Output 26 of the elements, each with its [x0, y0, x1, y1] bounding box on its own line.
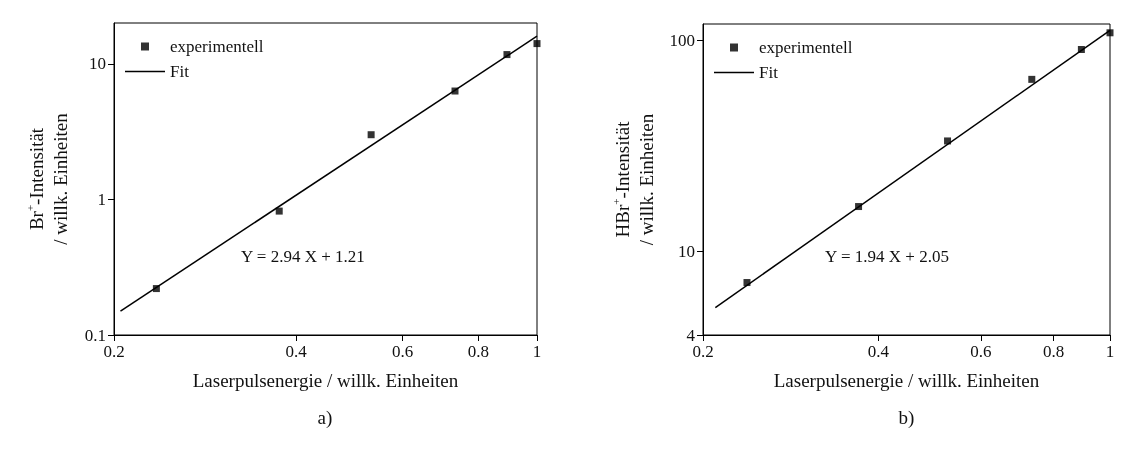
- x-axis-title: Laserpulsenergie / willk. Einheiten: [192, 370, 459, 391]
- x-tick-label: 0.8: [467, 342, 489, 361]
- y-tick-label: 10: [678, 241, 695, 261]
- x-tick-label: 0.6: [970, 342, 992, 361]
- y-tick-label: 0.1: [84, 325, 106, 345]
- y-tick-label: 4: [686, 325, 696, 345]
- text: b): [898, 407, 915, 429]
- x-tick-label: 0.6: [392, 342, 414, 361]
- y-tick-label: 1: [97, 189, 106, 209]
- x-axis-title: Laserpulsenergie / willk. Einheiten: [773, 370, 1040, 391]
- x-tick-label: 0.2: [692, 342, 714, 361]
- x-tick-label: 0.4: [285, 342, 308, 361]
- x-tick-label: 1: [1105, 342, 1115, 361]
- x-tick-label: 0.2: [103, 342, 125, 361]
- y-tick-label: 100: [669, 31, 695, 51]
- annotation: Y = 2.94 X + 1.21: [240, 247, 365, 266]
- y-tick-label: 10: [89, 54, 106, 74]
- legend-label: experimentell: [170, 37, 264, 56]
- x-tick-label: 1: [532, 342, 542, 361]
- text: a): [317, 407, 333, 429]
- x-tick-label: 0.4: [867, 342, 890, 361]
- legend-label: Fit: [170, 62, 190, 81]
- annotation: Y = 1.94 X + 2.05: [825, 247, 949, 266]
- legend-label: Fit: [759, 63, 779, 82]
- x-tick-label: 0.8: [1042, 342, 1065, 361]
- legend-label: experimentell: [759, 38, 853, 57]
